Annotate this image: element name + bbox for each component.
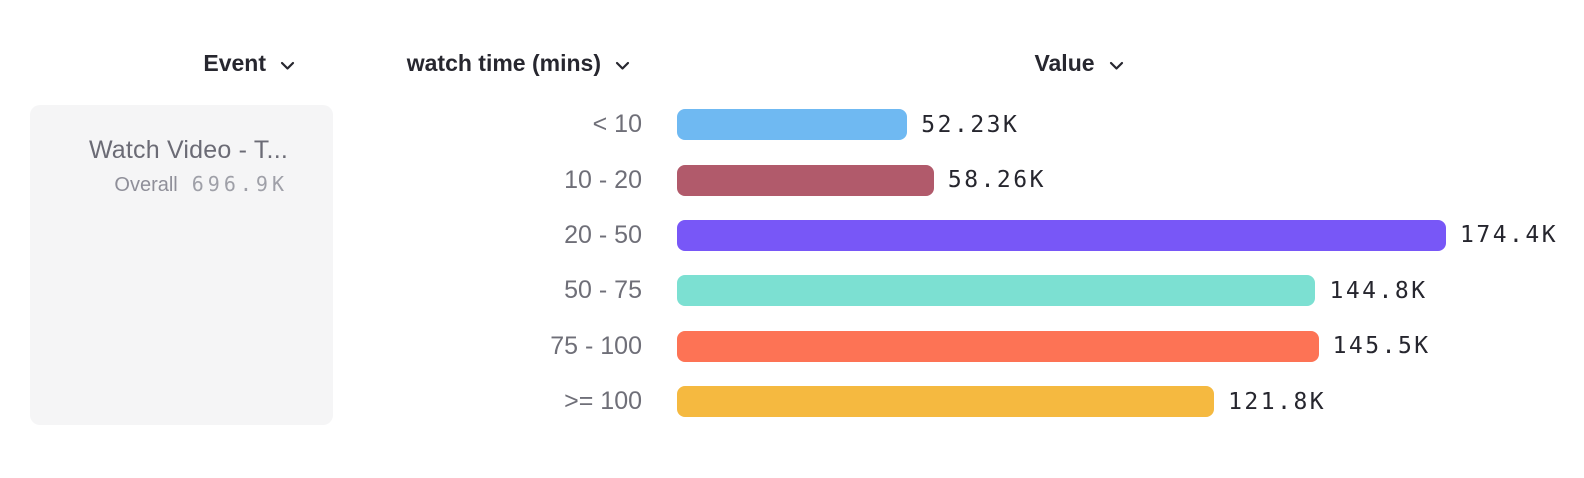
value-column-label: Value: [1034, 50, 1095, 76]
overall-label: Overall: [114, 174, 178, 196]
value-label: 174.4K: [1460, 222, 1559, 249]
value-label: 121.8K: [1228, 388, 1327, 415]
value-label: 52.23K: [921, 111, 1020, 138]
value-label: 144.8K: [1329, 277, 1428, 304]
event-overall-row: Overall 696.9K: [42, 172, 288, 197]
event-column-header[interactable]: Event: [0, 50, 333, 77]
bar[interactable]: [677, 275, 1316, 307]
bar-row: 50 - 75 144.8K: [333, 263, 1584, 318]
category-label: 20 - 50: [564, 220, 642, 249]
dimension-column-header[interactable]: watch time (mins): [333, 50, 642, 77]
category-label: 75 - 100: [550, 331, 642, 360]
value-column-header[interactable]: Value: [642, 50, 1584, 77]
value-label: 145.5K: [1332, 333, 1431, 360]
chevron-down-icon: [280, 57, 295, 71]
event-card[interactable]: Watch Video - T... Overall 696.9K: [30, 105, 333, 425]
bar-row: >= 100 121.8K: [333, 374, 1584, 429]
bar-row: 10 - 20 58.26K: [333, 152, 1584, 207]
category-label: 10 - 20: [564, 165, 642, 194]
bar-chart: < 10 52.23K 10 - 20 58.26K 20 - 50 174.4…: [333, 97, 1584, 429]
bar-row: 75 - 100 145.5K: [333, 319, 1584, 374]
category-label: >= 100: [564, 387, 642, 416]
bar[interactable]: [677, 386, 1215, 418]
bar-row: 20 - 50 174.4K: [333, 208, 1584, 263]
overall-value: 696.9K: [191, 172, 288, 196]
chevron-down-icon: [615, 57, 630, 71]
chart-body: Watch Video - T... Overall 696.9K < 10 52…: [0, 97, 1584, 429]
bar[interactable]: [677, 164, 934, 196]
bar[interactable]: [677, 219, 1446, 251]
value-label: 58.26K: [947, 167, 1046, 194]
bar[interactable]: [677, 109, 908, 141]
category-label: < 10: [592, 110, 642, 139]
bar[interactable]: [677, 330, 1319, 362]
event-name: Watch Video - T...: [88, 136, 288, 164]
chevron-down-icon: [1109, 57, 1124, 71]
dimension-column-label: watch time (mins): [406, 50, 601, 76]
bar-row: < 10 52.23K: [333, 97, 1584, 152]
category-label: 50 - 75: [564, 276, 642, 305]
event-column-label: Event: [203, 50, 266, 76]
table-header: Event watch time (mins) Value: [0, 0, 1584, 97]
event-column: Watch Video - T... Overall 696.9K: [0, 97, 333, 429]
